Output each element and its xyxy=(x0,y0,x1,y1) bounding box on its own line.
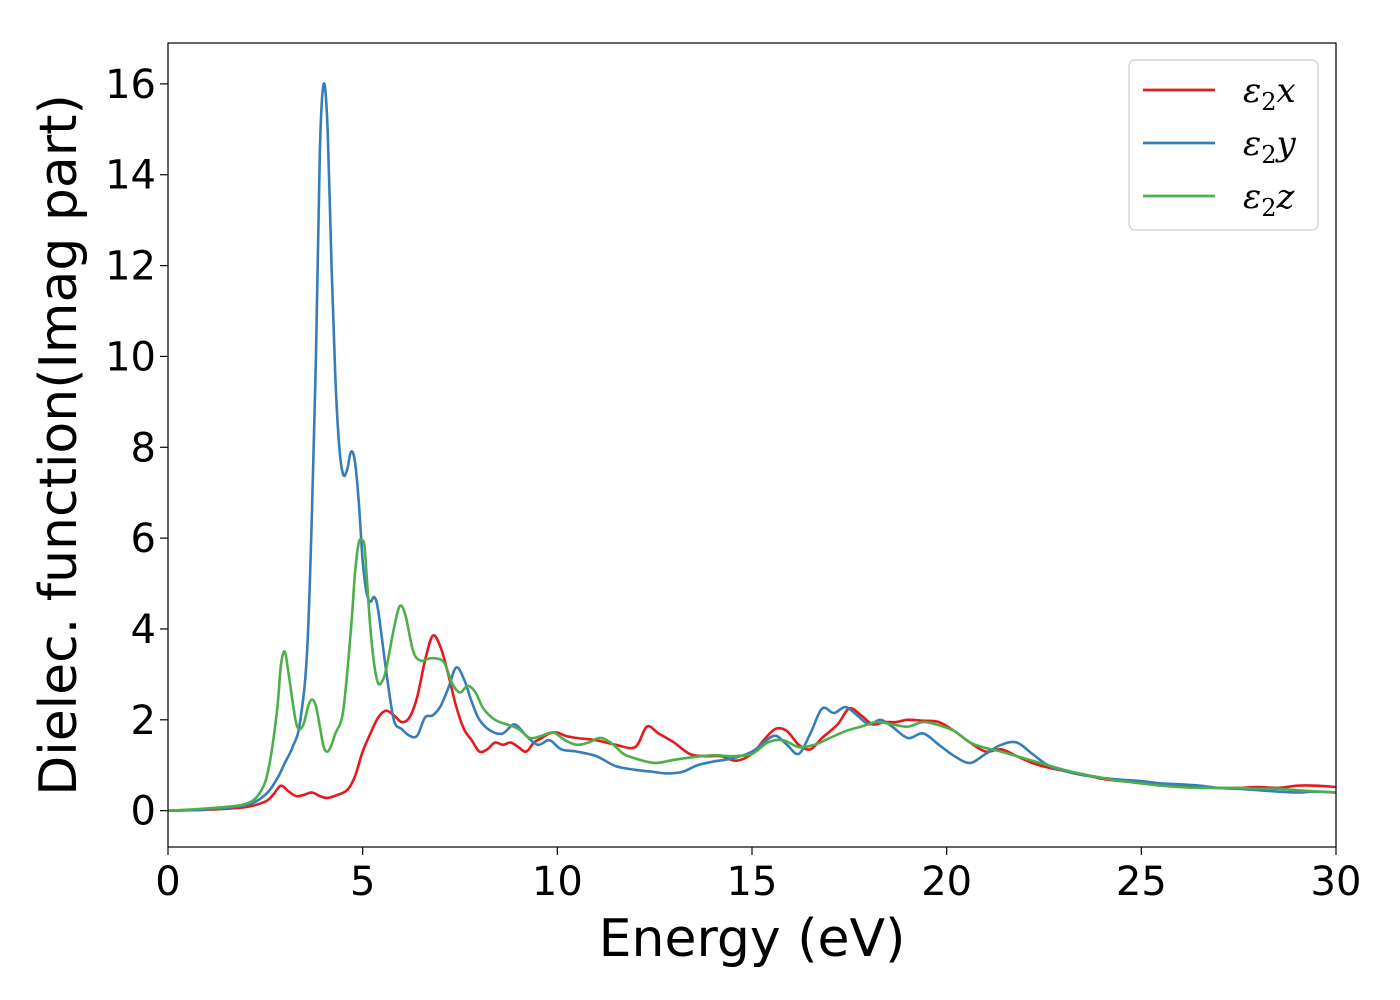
y-tick-label: 4 xyxy=(131,607,156,653)
y-tick-label: 16 xyxy=(105,62,156,108)
series-layer xyxy=(168,82,1336,812)
legend-box xyxy=(1128,59,1319,231)
x-tick-label: 25 xyxy=(1116,859,1167,905)
y-axis-label: Dielec. function(Imag part) xyxy=(29,94,89,796)
x-tick-label: 30 xyxy=(1311,859,1362,905)
series-line-z xyxy=(168,537,1336,812)
legend-label-y: ε2y xyxy=(1243,124,1297,169)
x-axis-label: Energy (eV) xyxy=(599,909,906,969)
y-tick-label: 0 xyxy=(131,789,156,835)
y-tick-label: 2 xyxy=(131,698,156,744)
y-tick-label: 8 xyxy=(131,425,156,471)
legend: ε2x ε2y ε2z xyxy=(1128,59,1319,231)
x-tick-label: 5 xyxy=(350,859,375,905)
legend-label-x: ε2x xyxy=(1243,71,1296,116)
y-axis: 0 2 4 6 8 10 12 14 16 xyxy=(105,62,168,835)
y-tick-label: 12 xyxy=(105,244,156,290)
x-tick-label: 10 xyxy=(532,859,583,905)
series-line-x xyxy=(168,634,1336,812)
y-tick-label: 6 xyxy=(131,516,156,562)
x-axis: 0 5 10 15 20 25 30 xyxy=(155,847,1361,905)
x-tick-label: 15 xyxy=(727,859,778,905)
y-tick-label: 10 xyxy=(105,334,156,380)
legend-label-z: ε2z xyxy=(1243,177,1296,222)
series-line-y xyxy=(168,82,1336,812)
x-tick-label: 20 xyxy=(921,859,972,905)
y-tick-label: 14 xyxy=(105,153,156,199)
x-tick-label: 0 xyxy=(155,859,180,905)
